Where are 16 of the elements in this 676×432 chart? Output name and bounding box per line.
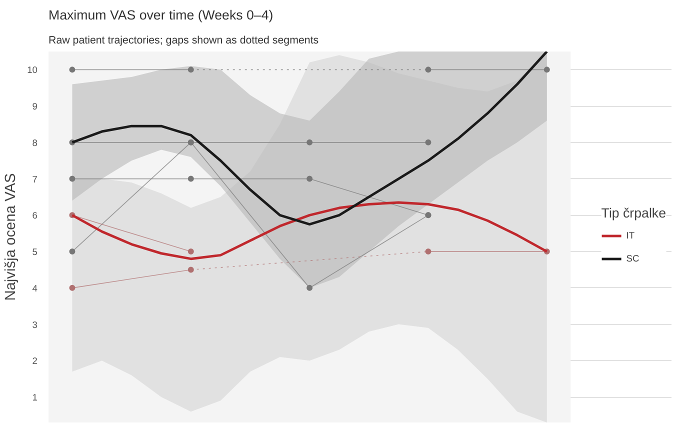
y-tick-label: 2: [32, 356, 38, 366]
y-tick-label: 8: [32, 138, 38, 148]
y-tick-label: 9: [32, 102, 38, 112]
y-tick-label: 10: [27, 65, 38, 76]
legend-title: Tip črpalke: [601, 205, 666, 220]
y-tick-label: 6: [32, 210, 38, 221]
legend-label: SC: [626, 253, 640, 263]
chart-subtitle: Raw patient trajectories; gaps shown as dotted segments: [48, 34, 319, 46]
y-axis-title: Najvišja ocena VAS: [3, 172, 20, 301]
legend-label: IT: [626, 230, 636, 240]
y-tick-label: 1: [32, 392, 38, 403]
y-tick-label: 3: [32, 320, 38, 330]
y-tick-label: 7: [32, 174, 38, 184]
chart-title: Maximum VAS over time (Weeks 0–4): [48, 8, 274, 22]
y-tick-label: 4: [32, 283, 38, 294]
y-tick-label: 5: [32, 247, 38, 258]
